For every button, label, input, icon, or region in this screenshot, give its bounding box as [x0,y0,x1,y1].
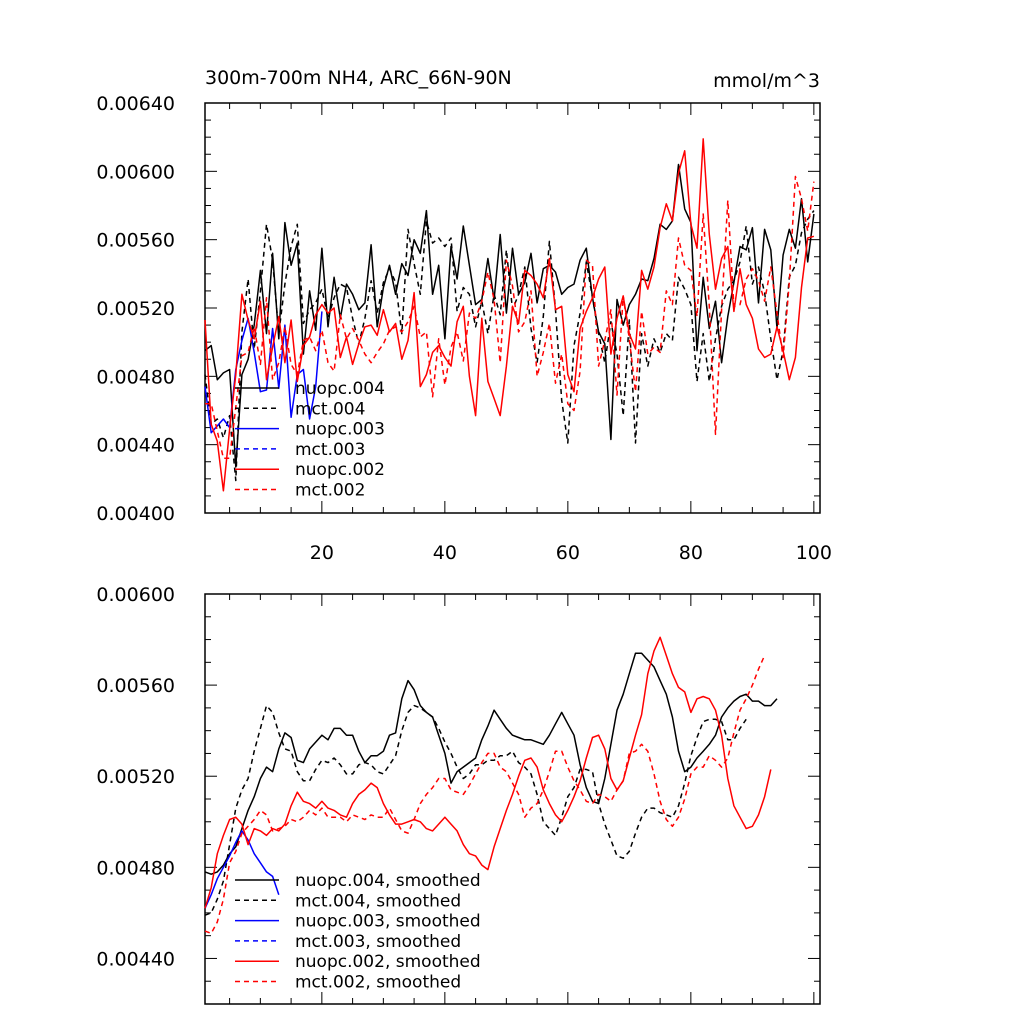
bottom-x-axis [229,594,815,1004]
x-tick-label: 40 [433,542,457,564]
y-tick-label: 0.00560 [96,230,175,252]
bottom-y-axis: 0.00440 0.00480 0.00520 0.00560 0.00600 [96,584,820,1005]
series-line-nuopc-003-smoothed [204,830,280,909]
top-panel-units: mmol/m^3 [713,70,820,92]
legend-label: nuopc.002 [295,460,385,480]
top-panel: 300m-700m NH4, ARC_66N-90N mmol/m^3 0.00… [96,67,832,564]
y-tick-label: 0.00440 [96,435,175,457]
y-tick-label: 0.00640 [96,93,175,115]
x-tick-label: 60 [556,542,580,564]
y-tick-label: 0.00520 [96,766,175,788]
y-tick-label: 0.00520 [96,298,175,320]
x-tick-label: 80 [679,542,703,564]
series-line-mct-004-smoothed [204,704,747,916]
top-x-axis: 20 40 60 80 100 [229,103,832,564]
legend-label: mct.002, smoothed [295,973,461,993]
y-tick-label: 0.00560 [96,675,175,697]
series-line-nuopc-003 [204,311,323,434]
legend-label: nuopc.003 [295,420,385,440]
legend-label: nuopc.004 [295,379,385,399]
series-line-nuopc-002-smoothed [204,636,772,909]
y-tick-label: 0.00440 [96,948,175,970]
y-tick-label: 0.00600 [96,161,175,183]
y-tick-label: 0.00480 [96,857,175,879]
bottom-series-group [204,636,778,935]
y-tick-label: 0.00600 [96,584,175,606]
series-line-nuopc-004-smoothed [204,652,778,875]
y-tick-label: 0.00480 [96,366,175,388]
legend-label: mct.003, smoothed [295,932,461,952]
legend-label: nuopc.004, smoothed [295,871,481,891]
legend-label: mct.002 [295,481,365,501]
x-tick-label: 20 [310,542,334,564]
top-legend: nuopc.004mct.004nuopc.003mct.003nuopc.00… [235,379,385,501]
series-line-mct-002-smoothed [204,655,766,935]
legend-label: nuopc.003, smoothed [295,912,481,932]
top-series-group [204,138,815,492]
top-y-axis: 0.00400 0.00440 0.00480 0.00520 0.00560 0.006… [96,93,820,525]
x-tick-label: 100 [796,542,832,564]
series-line-mct-002 [205,175,815,460]
legend-label: mct.004 [295,399,365,419]
bottom-panel: 0.00440 0.00480 0.00520 0.00560 0.00600 nuop… [96,584,821,1005]
legend-label: nuopc.002, smoothed [295,952,481,972]
legend-label: mct.004, smoothed [295,891,461,911]
series-line-nuopc-002 [204,138,815,492]
legend-label: mct.003 [295,440,365,460]
y-tick-label: 0.00400 [96,503,175,525]
top-panel-title: 300m-700m NH4, ARC_66N-90N [205,67,512,89]
